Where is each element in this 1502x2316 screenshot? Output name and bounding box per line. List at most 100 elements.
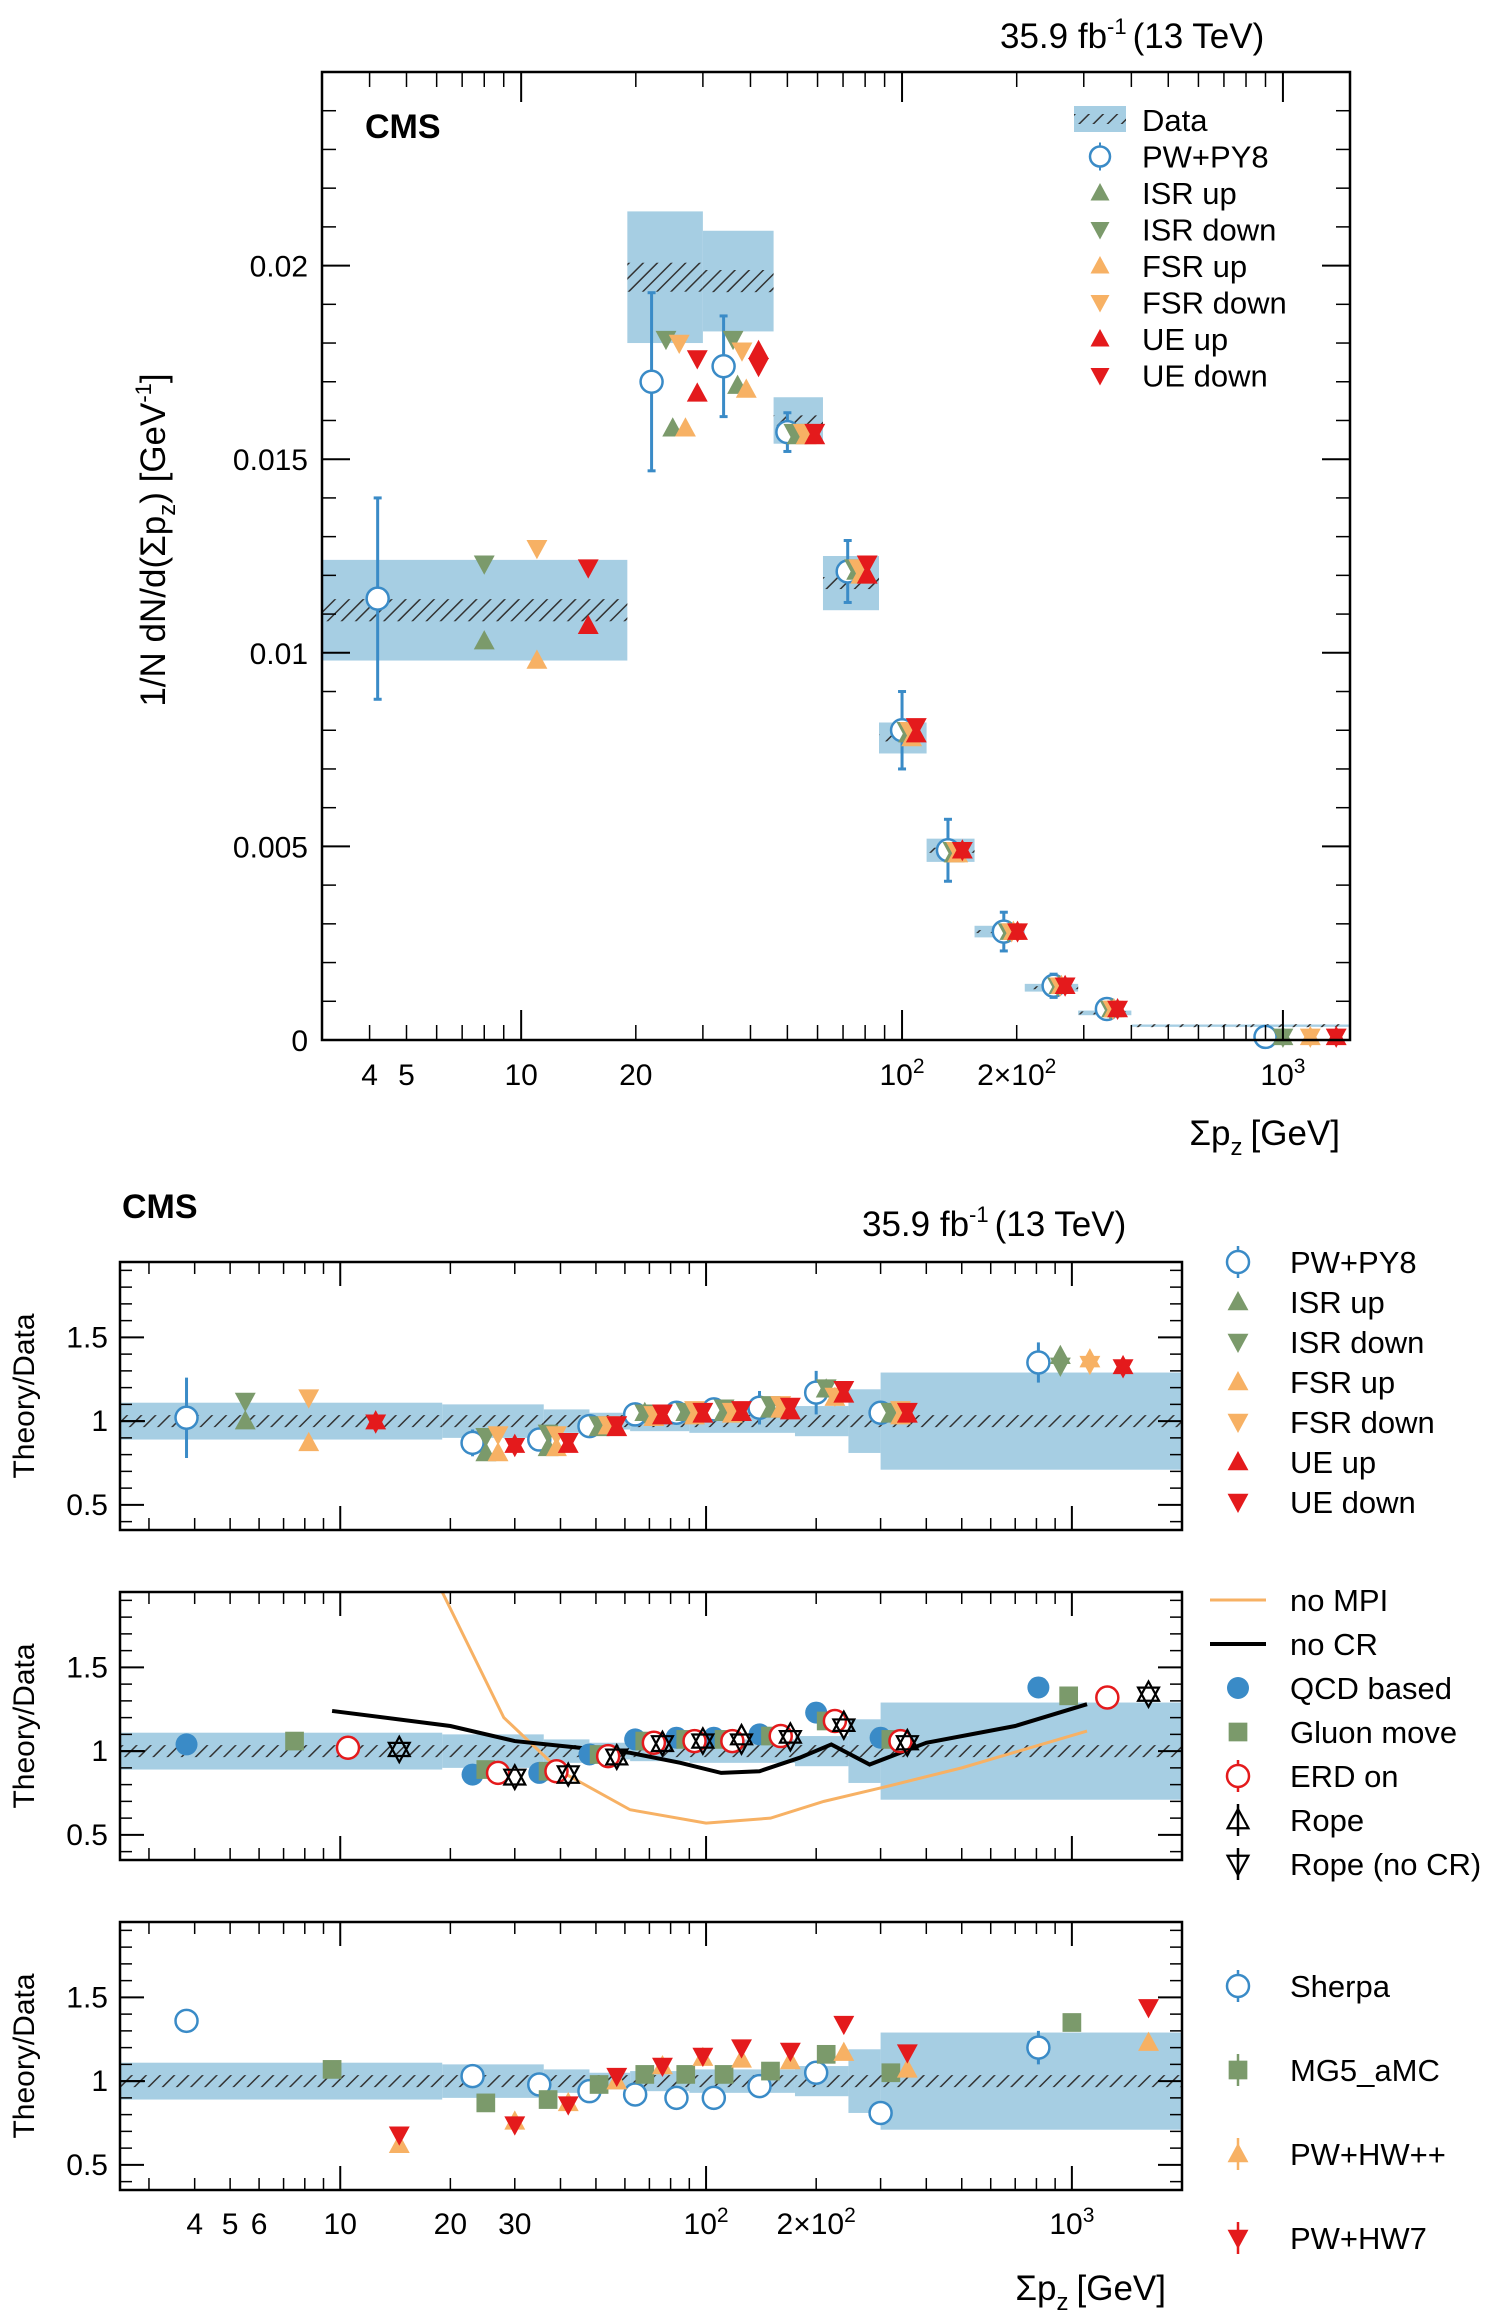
marker-rope: [555, 1761, 581, 1784]
marker-ue-down: [896, 1402, 918, 1423]
marker-erd-on: [1095, 1685, 1120, 1710]
ratio-ylabel: Theory/Data: [8, 1313, 41, 1478]
marker-ue-up: [1090, 329, 1110, 347]
marker-mg5-amc: [881, 2063, 901, 2083]
marker-mg5-amc: [676, 2065, 696, 2084]
y-tick-label: 1.5: [66, 1321, 108, 1354]
marker-ue-up: [748, 339, 769, 360]
ratio-hatch: [880, 2075, 1182, 2088]
ratio-hatch: [120, 1745, 443, 1758]
legend-label: UE up: [1290, 1445, 1376, 1480]
ratio-hatch: [543, 2075, 590, 2088]
marker-fsr-down: [1299, 1028, 1321, 1048]
marker-pw-hw-: [896, 2058, 918, 2078]
marker-ue-down: [905, 718, 927, 738]
x-tick-label: 20: [619, 1059, 652, 1092]
marker-mg5-amc: [589, 2075, 609, 2094]
marker-pw-hw7: [504, 2116, 526, 2136]
marker-pw-hw7: [692, 2047, 714, 2067]
legend-label: UE down: [1142, 359, 1268, 394]
ratio-frame: [118, 1590, 1184, 1862]
top-markers: [365, 291, 1347, 1050]
marker-pw-py8: [174, 1405, 199, 1431]
y-tick-label: 1: [91, 2065, 108, 2098]
marker-isr-down: [1227, 1333, 1249, 1353]
top-axes: 0 0.005 0.01 0.015 0.02 4 5 10 20 102 2×102 103: [233, 72, 1350, 1092]
x-tick-label: 4: [186, 2208, 203, 2241]
x-tick-label: 103: [1260, 1055, 1305, 1092]
ratio-hatch: [120, 1415, 443, 1428]
legend-label: ISR down: [1290, 1325, 1424, 1360]
marker-sherpa: [1026, 2035, 1051, 2060]
x-tick-label: 4: [361, 1059, 378, 1092]
marker-fsr-down: [731, 342, 753, 362]
marker-pw-py8: [1088, 145, 1112, 168]
marker-qcd-based: [1227, 1677, 1249, 1699]
marker-rope-no-cr-: [1136, 1686, 1161, 1710]
marker-rope: [778, 1721, 803, 1744]
marker-mg5-amc: [761, 2061, 780, 2081]
marker-rope-no-cr-: [778, 1730, 803, 1753]
marker-rope: [895, 1727, 920, 1751]
marker-ue-down: [731, 1401, 752, 1421]
marker-pw-py8: [639, 369, 664, 395]
marker-rope: [1136, 1679, 1161, 1702]
x-tick-label: 5: [398, 1059, 415, 1092]
marker-fsr-down: [487, 1426, 509, 1446]
marker-ue-down: [951, 842, 973, 862]
legend-label: Rope: [1290, 1803, 1364, 1838]
marker-rope: [831, 1709, 857, 1733]
marker-pw-py8: [365, 586, 390, 611]
marker-rope-no-cr-: [604, 1748, 630, 1772]
x-tick-label: 2×102: [977, 1055, 1056, 1092]
legend-label: FSR down: [1290, 1405, 1435, 1440]
marker-mg5-amc: [714, 2065, 734, 2084]
marker-erd-on: [1225, 1763, 1251, 1789]
marker-mg5-amc: [538, 2090, 558, 2109]
ratio-panel-3: 0.5 1 1.5 Theory/Data 4 5 6 10 20 30 102 2×102 103: [8, 1920, 1184, 2241]
ratio-panel-2: 0.5 1 1.5 Theory/Data: [8, 1590, 1184, 1862]
x-tick-label: 20: [434, 2208, 467, 2241]
marker-mg5-amc: [816, 2044, 836, 2064]
legend-label: QCD based: [1290, 1671, 1452, 1706]
marker-pw-hw7: [1227, 2229, 1249, 2249]
marker-fsr-down: [298, 1389, 320, 1409]
marker-gluon-move: [1059, 1686, 1079, 1706]
legend-label: Sherpa: [1290, 1969, 1391, 2004]
ratio-ylabel: Theory/Data: [8, 1973, 41, 2138]
marker-rope-no-cr-: [650, 1735, 675, 1758]
legend-label: ISR up: [1290, 1285, 1385, 1320]
ratio-hatch: [848, 2075, 881, 2088]
marker-isr-down: [475, 1427, 497, 1448]
marker-sherpa: [1225, 1973, 1251, 1999]
marker-fsr-up: [487, 1441, 509, 1462]
marker-fsr-up: [526, 649, 548, 669]
y-tick-label: 0.5: [66, 1819, 108, 1852]
marker-ue-down: [606, 1416, 628, 1436]
marker-pw-hw-: [1138, 2031, 1159, 2051]
y-tick-label: 1: [91, 1735, 108, 1768]
ratio-panel-1: 0.5 1 1.5 Theory/Data: [8, 1260, 1184, 1532]
y-tick-label: 0.5: [66, 1489, 108, 1522]
marker-ue-up: [686, 382, 708, 402]
x-tick-label: 102: [684, 2204, 729, 2241]
marker-erd-on: [682, 1728, 707, 1754]
marker-erd-on: [485, 1760, 511, 1786]
marker-rope: [502, 1762, 528, 1786]
data-hatch: [1131, 1024, 1350, 1028]
marker-ue-down: [833, 1381, 855, 1401]
legend-label: PW+HW7: [1290, 2221, 1427, 2256]
ratio-hatch: [794, 1415, 849, 1428]
y-tick-label: 0.015: [233, 444, 308, 477]
top-panel: 0 0.005 0.01 0.015 0.02 4 5 10 20 102 2×102 103 CMS…: [131, 14, 1352, 1161]
legend-label: FSR up: [1290, 1365, 1395, 1400]
top-lumi: 35.9 fb-1 (13 TeV): [1000, 14, 1264, 56]
ratio-xlabel: Σpz [GeV]: [1015, 2269, 1166, 2316]
ratio-legend-3: Sherpa MG5_aMC PW+HW++ PW+HW7: [1225, 1969, 1446, 2256]
marker-rope-no-cr-: [1225, 1854, 1251, 1878]
marker-pw-hw7: [1138, 1999, 1159, 2019]
marker-ue-down: [686, 350, 708, 370]
y-tick-label: 0.005: [233, 831, 308, 864]
ratio-cms-label: CMS: [122, 1188, 198, 1226]
legend-label: ISR down: [1142, 213, 1276, 248]
